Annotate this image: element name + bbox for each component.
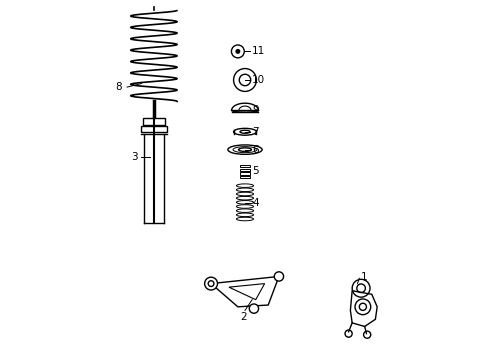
Circle shape	[239, 74, 251, 86]
Text: 7: 7	[252, 127, 259, 137]
Ellipse shape	[237, 213, 253, 217]
Circle shape	[249, 304, 259, 313]
Ellipse shape	[240, 130, 250, 133]
Ellipse shape	[228, 145, 262, 154]
Circle shape	[355, 299, 371, 315]
Ellipse shape	[237, 192, 253, 196]
Circle shape	[359, 303, 367, 310]
Circle shape	[364, 331, 371, 338]
Text: 9: 9	[252, 105, 259, 115]
Text: 4: 4	[252, 198, 259, 208]
Ellipse shape	[237, 201, 253, 204]
Bar	[240, 172, 250, 175]
Ellipse shape	[237, 205, 253, 208]
Text: 5: 5	[252, 166, 259, 176]
Text: 2: 2	[240, 312, 246, 322]
Text: 3: 3	[131, 152, 138, 162]
Ellipse shape	[237, 184, 253, 188]
Circle shape	[236, 50, 240, 53]
Circle shape	[345, 330, 352, 337]
Ellipse shape	[234, 129, 256, 135]
Ellipse shape	[239, 148, 251, 152]
Circle shape	[231, 45, 245, 58]
Text: 8: 8	[115, 82, 122, 92]
Circle shape	[234, 68, 256, 91]
Text: 10: 10	[252, 75, 265, 85]
Circle shape	[208, 281, 214, 287]
Text: 11: 11	[252, 46, 266, 57]
Bar	[141, 126, 167, 132]
Text: 6: 6	[252, 145, 259, 155]
Ellipse shape	[237, 209, 253, 212]
Ellipse shape	[237, 217, 253, 221]
Bar	[240, 165, 250, 167]
Circle shape	[357, 284, 366, 293]
Ellipse shape	[237, 197, 253, 200]
Ellipse shape	[233, 147, 257, 153]
Bar	[240, 168, 250, 171]
Circle shape	[352, 279, 370, 297]
Circle shape	[205, 277, 218, 290]
Ellipse shape	[237, 188, 253, 192]
Circle shape	[274, 272, 284, 281]
Bar	[240, 176, 250, 178]
Bar	[143, 118, 165, 125]
Text: 1: 1	[361, 272, 368, 282]
